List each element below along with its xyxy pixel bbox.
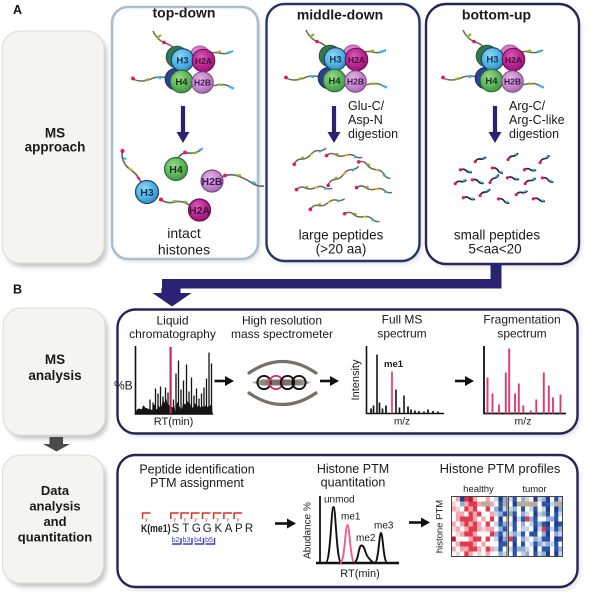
svg-text:y: y [216, 517, 219, 523]
svg-text:T: T [182, 523, 189, 535]
svg-text:H2A: H2A [189, 205, 210, 217]
svg-text:y: y [184, 517, 187, 523]
svg-text:S: S [172, 523, 180, 535]
svg-text:y: y [237, 517, 240, 523]
svg-text:tumor: tumor [522, 484, 546, 495]
svg-text:Peptide identification: Peptide identification [139, 463, 254, 477]
svg-text:Intensity: Intensity [350, 359, 362, 400]
svg-text:PTM assignment: PTM assignment [150, 476, 244, 490]
svg-text:H2A: H2A [348, 55, 365, 65]
svg-text:quantitation: quantitation [18, 530, 92, 545]
svg-text:top-down: top-down [153, 5, 216, 21]
svg-text:analysis: analysis [28, 368, 81, 383]
svg-text:histone PTM: histone PTM [435, 500, 446, 553]
svg-text:H3: H3 [486, 55, 498, 66]
svg-text:quantitation: quantitation [321, 476, 386, 490]
svg-text:Glu-C/: Glu-C/ [348, 99, 385, 113]
svg-text:spectrum: spectrum [497, 327, 546, 341]
svg-text:b4: b4 [194, 537, 202, 544]
svg-text:H3: H3 [140, 187, 154, 199]
svg-text:B: B [13, 283, 22, 297]
svg-text:Liquid: Liquid [156, 314, 188, 328]
svg-text:A: A [13, 3, 22, 17]
svg-text:y: y [205, 517, 208, 523]
svg-text:me3: me3 [374, 521, 394, 532]
svg-text:Fragmentation: Fragmentation [483, 313, 560, 327]
svg-text:digestion: digestion [348, 127, 398, 141]
svg-text:Arg-C/: Arg-C/ [509, 99, 546, 113]
svg-text:H2B: H2B [201, 176, 222, 188]
svg-text:P: P [235, 523, 243, 535]
svg-text:approach: approach [25, 140, 86, 155]
svg-text:H2A: H2A [505, 55, 522, 65]
svg-text:H3: H3 [176, 56, 188, 67]
svg-text:me1: me1 [384, 359, 404, 370]
svg-text:middle-down: middle-down [297, 7, 383, 23]
svg-text:MS: MS [45, 126, 65, 141]
svg-text:large peptides: large peptides [299, 228, 384, 243]
svg-text:H4: H4 [169, 164, 183, 176]
svg-text:histones: histones [158, 242, 210, 258]
svg-text:A: A [225, 523, 233, 535]
svg-text:me2: me2 [356, 533, 376, 544]
svg-text:y: y [145, 517, 148, 523]
svg-text:Asp-N: Asp-N [348, 113, 383, 127]
svg-text:y: y [174, 517, 177, 523]
svg-text:%B: %B [114, 379, 133, 393]
svg-text:H2B: H2B [504, 77, 521, 87]
svg-text:R: R [245, 523, 253, 535]
svg-text:Arg-C-like: Arg-C-like [509, 113, 565, 127]
svg-text:y: y [194, 517, 197, 523]
svg-text:High resolution: High resolution [242, 314, 322, 328]
svg-text:H2A: H2A [195, 56, 212, 66]
svg-text:RT(min): RT(min) [340, 568, 380, 580]
svg-text:RT(min): RT(min) [154, 416, 194, 428]
svg-text:me1: me1 [341, 512, 361, 523]
svg-text:mass spectrometer: mass spectrometer [231, 327, 333, 341]
svg-text:H4: H4 [485, 76, 498, 87]
svg-text:K: K [214, 523, 222, 535]
svg-text:intact: intact [167, 225, 201, 241]
svg-text:(>20 aa): (>20 aa) [316, 242, 367, 257]
svg-text:healthy: healthy [463, 484, 494, 495]
svg-text:Histone PTM profiles: Histone PTM profiles [440, 461, 561, 476]
svg-text:H2B: H2B [347, 77, 364, 87]
svg-text:5<aa<20: 5<aa<20 [468, 242, 521, 257]
svg-text:K(me1): K(me1) [141, 523, 171, 535]
svg-text:H2B: H2B [194, 78, 211, 88]
svg-text:G: G [192, 523, 201, 535]
svg-text:G: G [203, 523, 212, 535]
svg-text:digestion: digestion [509, 127, 559, 141]
svg-text:b2: b2 [172, 537, 180, 544]
svg-text:y: y [227, 517, 230, 523]
svg-text:Data: Data [41, 483, 70, 498]
svg-text:Abudance %: Abudance % [303, 502, 314, 559]
svg-text:and: and [43, 514, 66, 529]
svg-text:b3: b3 [183, 537, 191, 544]
svg-text:H4: H4 [328, 76, 341, 87]
svg-text:small peptides: small peptides [454, 228, 541, 243]
svg-text:m/z: m/z [515, 416, 532, 428]
svg-text:H3: H3 [329, 55, 341, 66]
svg-text:m/z: m/z [394, 417, 410, 428]
svg-text:Histone PTM: Histone PTM [317, 462, 389, 476]
svg-text:analysis: analysis [29, 499, 80, 514]
svg-text:bottom-up: bottom-up [462, 7, 531, 23]
svg-text:b5: b5 [205, 537, 213, 544]
svg-text:spectrum: spectrum [377, 327, 426, 341]
svg-text:chromatography: chromatography [129, 327, 216, 341]
svg-text:MS: MS [45, 352, 65, 367]
svg-text:unmod: unmod [324, 495, 355, 506]
svg-text:H4: H4 [175, 77, 188, 88]
svg-text:Full MS: Full MS [382, 313, 423, 327]
